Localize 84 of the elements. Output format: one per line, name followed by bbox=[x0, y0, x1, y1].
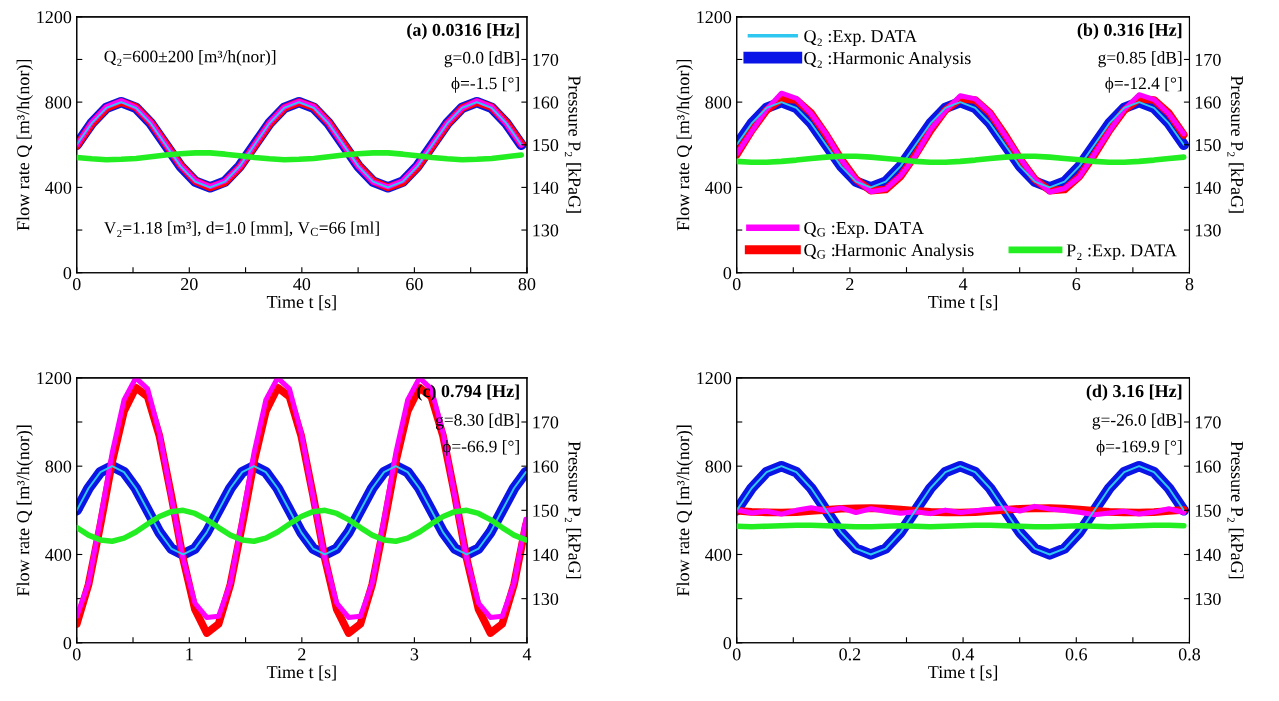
y2-tick-label: 150 bbox=[1195, 504, 1221, 517]
y2-tick-label: 170 bbox=[1195, 53, 1221, 66]
y-tick-label: 800 bbox=[705, 96, 732, 109]
y-tick-label: 400 bbox=[45, 181, 72, 194]
y2-tick-label: 130 bbox=[1195, 224, 1221, 237]
x-tick-label: 0 bbox=[72, 648, 81, 661]
x-tick-label: 0.8 bbox=[1178, 648, 1201, 661]
y2-tick-label: 160 bbox=[1195, 460, 1221, 473]
y-tick-label: 400 bbox=[705, 548, 732, 561]
x-tick-label: 2 bbox=[298, 648, 306, 661]
x-tick-label: 3 bbox=[410, 648, 419, 661]
y-axis-title: Flow rate Q [m³/h(nor)] bbox=[16, 425, 33, 596]
y2-tick-label: 130 bbox=[533, 224, 559, 237]
y2-axis-title: Pressure P₂ [kPaG] bbox=[564, 75, 582, 213]
y-tick-label: 1200 bbox=[697, 372, 732, 385]
legend-label: Q$_{G}$ :Harmonic Analysis bbox=[804, 243, 974, 260]
x-tick-label: 1 bbox=[186, 648, 193, 661]
y2-axis-title: Pressure P₂ [kPaG] bbox=[1227, 441, 1244, 579]
legend-label: Q$_{G}$ :Exp. DATA bbox=[804, 221, 924, 238]
y-tick-label: 1200 bbox=[37, 11, 72, 24]
legend-label: Q₂ :Harmonic Analysis bbox=[804, 51, 971, 68]
x-tick-label: 6 bbox=[1072, 278, 1081, 291]
y-axis-title: Flow rate Q [m³/h(nor)] bbox=[16, 59, 33, 231]
y-tick-label: 1200 bbox=[37, 372, 72, 385]
chart-title: (a) 0.0316 [Hz] bbox=[407, 23, 519, 40]
y-tick-label: 400 bbox=[705, 181, 732, 194]
y2-tick-label: 150 bbox=[533, 504, 559, 517]
y2-tick-label: 130 bbox=[1195, 592, 1221, 606]
legend-label: P₂ :Exp. DATA bbox=[1066, 244, 1177, 261]
y2-tick-label: 170 bbox=[533, 416, 559, 429]
y2-axis-title: Pressure P₂ [kPaG] bbox=[1227, 75, 1244, 213]
x-tick-label: 80 bbox=[518, 278, 536, 291]
y-tick-label: 800 bbox=[45, 460, 72, 473]
y2-tick-label: 150 bbox=[1195, 139, 1221, 152]
y-tick-label: 0 bbox=[63, 266, 72, 280]
y2-tick-label: 170 bbox=[1195, 416, 1221, 429]
annotation: ϕ=-1.5 [°] bbox=[451, 76, 519, 93]
x-tick-label: 0 bbox=[72, 278, 81, 291]
legend-label: Q₂ :Exp. DATA bbox=[804, 30, 918, 46]
annotation: ϕ=-12.4 [°] bbox=[1105, 76, 1182, 93]
x-tick-label: 20 bbox=[181, 278, 198, 291]
annotation: g=0.85 [dB] bbox=[1098, 51, 1182, 68]
y-axis-title: Flow rate Q [m³/h(nor)] bbox=[676, 425, 693, 596]
annotation: V₂=1.18 [m³], d=1.0 [mm], V$_{C}$=66 [ml] bbox=[103, 221, 379, 238]
x-tick-label: 4 bbox=[522, 648, 532, 661]
x-tick-label: 0.6 bbox=[1065, 648, 1088, 661]
x-tick-label: 4 bbox=[958, 278, 968, 291]
y2-tick-label: 140 bbox=[1195, 181, 1221, 194]
x-tick-label: 0.4 bbox=[952, 648, 975, 661]
x-axis-title: Time t [s] bbox=[266, 295, 336, 311]
y2-tick-label: 140 bbox=[1195, 548, 1221, 561]
y2-tick-label: 130 bbox=[533, 592, 559, 606]
y2-tick-label: 170 bbox=[533, 53, 559, 66]
y2-tick-label: 140 bbox=[533, 548, 559, 561]
chart-title: (d) 3.16 [Hz] bbox=[1086, 384, 1182, 401]
y-tick-label: 800 bbox=[705, 460, 732, 473]
y2-tick-label: 140 bbox=[533, 181, 559, 194]
y-tick-label: 800 bbox=[45, 96, 72, 109]
y2-tick-label: 150 bbox=[533, 139, 559, 152]
x-tick-label: 0 bbox=[732, 648, 741, 661]
y2-tick-label: 160 bbox=[533, 96, 559, 109]
x-tick-label: 8 bbox=[1185, 278, 1194, 291]
x-tick-label: 2 bbox=[846, 278, 854, 291]
x-tick-label: 0.2 bbox=[839, 648, 861, 661]
x-axis-title: Time t [s] bbox=[928, 295, 998, 311]
y-tick-label: 0 bbox=[723, 637, 732, 650]
y-tick-label: 1200 bbox=[697, 11, 732, 24]
annotation: ϕ=-169.9 [°] bbox=[1096, 440, 1182, 456]
x-tick-label: 40 bbox=[293, 278, 311, 291]
y2-axis-title: Pressure P₂ [kPaG] bbox=[564, 441, 582, 579]
y-tick-label: 0 bbox=[63, 637, 72, 650]
annotation: g=0.0 [dB] bbox=[444, 51, 519, 68]
x-axis-title: Time t [s] bbox=[266, 665, 336, 681]
annotation: g=-26.0 [dB] bbox=[1092, 413, 1182, 430]
y2-tick-label: 160 bbox=[533, 460, 559, 473]
x-tick-label: 60 bbox=[406, 278, 423, 291]
y-axis-title: Flow rate Q [m³/h(nor)] bbox=[676, 59, 693, 231]
y2-tick-label: 160 bbox=[1195, 96, 1221, 109]
y-tick-label: 400 bbox=[45, 548, 72, 561]
x-axis-title: Time t [s] bbox=[928, 665, 998, 681]
annotation: Q₂=600±200 [m³/h(nor)] bbox=[104, 50, 276, 66]
y-tick-label: 0 bbox=[723, 266, 732, 280]
x-tick-label: 0 bbox=[732, 278, 741, 291]
chart-title: (b) 0.316 [Hz] bbox=[1077, 23, 1182, 40]
